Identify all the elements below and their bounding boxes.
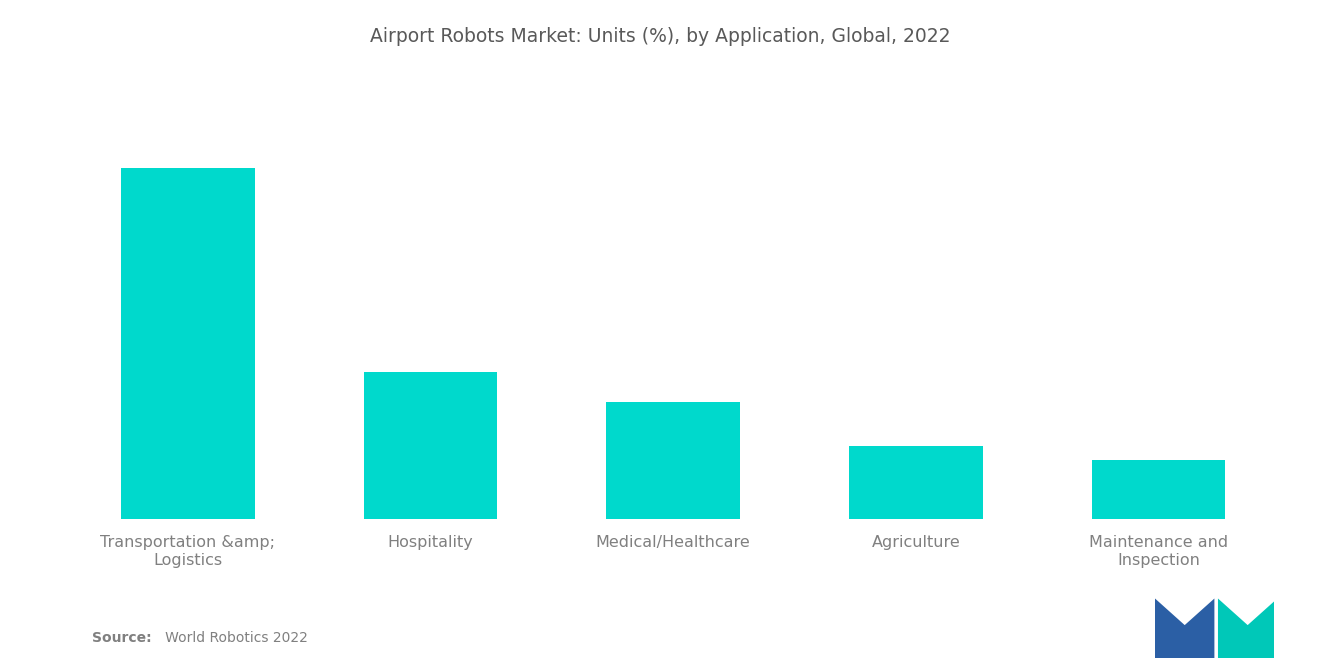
Text: World Robotics 2022: World Robotics 2022: [152, 630, 308, 645]
Bar: [1092, 460, 1225, 519]
Text: Airport Robots Market: Units (%), by Application, Global, 2022: Airport Robots Market: Units (%), by App…: [370, 27, 950, 46]
Bar: [364, 372, 498, 519]
Text: Source:: Source:: [92, 630, 152, 645]
Polygon shape: [1155, 598, 1214, 658]
Bar: [849, 446, 982, 519]
Bar: [606, 402, 741, 519]
Bar: [121, 168, 255, 519]
Polygon shape: [1218, 598, 1278, 658]
